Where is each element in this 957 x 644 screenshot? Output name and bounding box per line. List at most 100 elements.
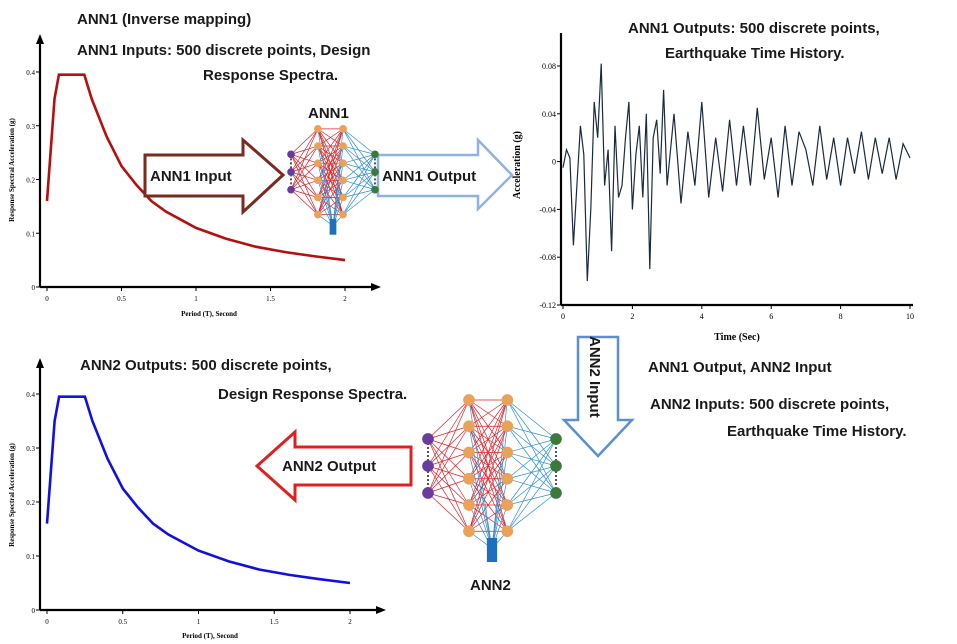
hidden-node — [501, 394, 514, 406]
connection — [468, 399, 508, 532]
connection — [507, 399, 557, 440]
connection — [507, 426, 557, 494]
x-tick-label: 8 — [839, 312, 843, 321]
connection — [507, 425, 557, 467]
connection — [317, 128, 344, 215]
hidden-node — [339, 142, 347, 150]
connection — [342, 154, 376, 198]
time-history-chart: Time (Sec) Acceleration (g) 0 2 4 6 8 10 -0.1… — [512, 33, 914, 343]
y-tick-label: 0.2 — [26, 177, 35, 185]
connection — [317, 180, 334, 227]
y-tick-label: 0.3 — [26, 123, 35, 131]
ann1-input-arrow: ANN1 Input — [143, 136, 286, 216]
connection — [507, 438, 557, 506]
connection — [491, 426, 508, 549]
ann1-title: ANN1 (Inverse mapping) — [77, 11, 251, 28]
input-node — [422, 433, 434, 445]
hidden-node — [339, 210, 347, 219]
connection — [491, 452, 508, 549]
x-ticks: 0 0.5 1 1.5 2 — [45, 287, 347, 303]
x-tick-label: 2 — [348, 618, 352, 626]
connection — [427, 478, 470, 494]
input-node — [287, 168, 295, 176]
hidden-node — [463, 472, 475, 485]
connection — [427, 452, 470, 494]
connection — [427, 399, 470, 467]
output-node — [371, 168, 379, 176]
hidden-node — [314, 210, 322, 219]
x-ticks: 0 2 4 6 8 10 — [561, 305, 914, 321]
connection — [507, 425, 557, 440]
ann1-input-label: ANN1 Input — [150, 168, 232, 185]
spectrum-chart-ann1-input: Period (T), Second Response Spectral Acc… — [8, 34, 381, 318]
x-axis-label: Period (T), Second — [182, 632, 238, 640]
input-node — [287, 185, 295, 194]
y-tick-label: 0.4 — [26, 391, 35, 399]
x-ticks: 0 0.5 1 1.5 2 — [45, 610, 352, 626]
y-tick-label: 0 — [32, 284, 36, 292]
connection — [507, 452, 557, 494]
connection — [332, 145, 344, 226]
connection — [317, 128, 344, 198]
y-ticks: -0.12 -0.08 -0.04 0 0.04 0.08 — [539, 62, 561, 310]
connection — [468, 399, 508, 506]
connection — [427, 492, 470, 532]
ann2-inputs-line2: Earthquake Time History. — [727, 423, 907, 440]
connection — [427, 438, 470, 506]
connection — [342, 145, 376, 155]
connection — [427, 465, 470, 506]
output-node — [371, 185, 379, 194]
connection — [290, 128, 319, 173]
y-tick-label: -0.12 — [539, 301, 556, 310]
hidden-node — [314, 176, 322, 185]
x-axis-arrow — [376, 606, 386, 614]
x-tick-label: 0.5 — [117, 295, 126, 303]
hidden-node — [314, 193, 322, 202]
spectrum-chart-ann2-output: Period (T), Second Response Spectral Acc… — [8, 358, 386, 640]
x-axis-label: Period (T), Second — [181, 310, 237, 318]
y-tick-label: -0.04 — [539, 205, 556, 214]
x-tick-label: 2 — [630, 312, 634, 321]
ann2-inputs-line1: ANN2 Inputs: 500 discrete points, — [650, 396, 889, 413]
connection — [468, 399, 508, 453]
hidden-node — [501, 420, 514, 433]
connection — [507, 465, 557, 532]
connection — [342, 189, 376, 215]
connection — [290, 128, 319, 155]
connection — [468, 452, 493, 549]
connection — [427, 438, 470, 480]
connection — [342, 128, 376, 155]
connection — [427, 492, 470, 506]
x-tick-label: 2 — [343, 295, 347, 303]
connection — [290, 128, 319, 190]
hidden-node — [463, 420, 475, 433]
connection — [290, 162, 319, 190]
connection — [317, 145, 344, 215]
x-tick-label: 1 — [194, 295, 198, 303]
y-axis-arrow — [36, 358, 44, 368]
ann2-outputs-line2: Design Response Spectra. — [218, 386, 407, 403]
connection — [507, 438, 557, 453]
hidden-node — [339, 176, 347, 185]
spectrum-curve-red — [45, 73, 346, 262]
connection — [317, 145, 334, 226]
hidden-node — [501, 446, 514, 459]
x-axis-label: Time (Sec) — [714, 332, 760, 343]
y-tick-label: 0 — [552, 158, 556, 167]
connection — [290, 179, 318, 190]
y-tick-label: 0.08 — [542, 62, 556, 71]
output-node — [550, 487, 562, 499]
connection — [290, 189, 318, 198]
connection — [342, 154, 376, 215]
ann1-inputs-line2: Response Spectra. — [203, 67, 338, 84]
input-node — [422, 487, 434, 499]
x-tick-label: 1.5 — [266, 295, 275, 303]
hidden-node — [463, 499, 475, 511]
ann1-outputs-line2: Earthquake Time History. — [665, 45, 845, 62]
ann2-network-label: ANN2 — [470, 577, 511, 594]
connection — [317, 163, 334, 226]
y-axis-label: Response Spectral Acceleration (g) — [8, 118, 16, 222]
connection — [427, 399, 470, 440]
y-tick-label: 0 — [32, 607, 36, 615]
connection — [342, 154, 376, 164]
